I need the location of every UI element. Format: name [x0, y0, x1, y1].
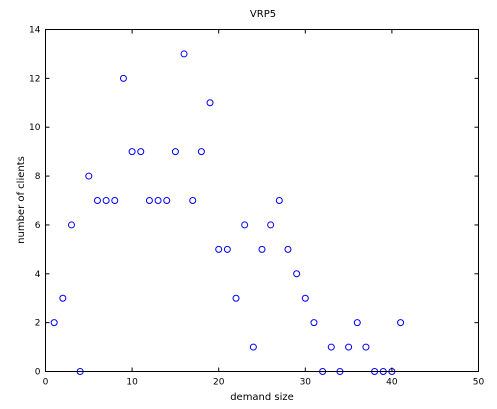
chart-title: VRP5	[250, 9, 276, 20]
x-tick-label: 50	[473, 378, 485, 388]
data-point	[267, 221, 275, 229]
data-point	[85, 172, 93, 180]
data-point	[111, 197, 119, 204]
data-point	[232, 294, 240, 302]
data-point	[50, 319, 58, 327]
x-tick-label: 0	[43, 378, 49, 388]
y-tick-label: 6	[35, 221, 41, 231]
data-point	[59, 294, 67, 302]
y-tick-label: 14	[29, 26, 41, 36]
data-point	[145, 197, 153, 204]
y-tick-label: 8	[35, 172, 41, 182]
data-point	[67, 221, 75, 229]
data-point	[102, 197, 110, 204]
data-point	[275, 197, 283, 204]
data-point	[241, 221, 249, 229]
data-point	[301, 294, 309, 302]
x-tick-label: 10	[126, 378, 138, 388]
y-tick-label: 2	[35, 319, 41, 329]
data-point	[353, 319, 361, 327]
x-axis-label: demand size	[230, 392, 294, 403]
data-point	[189, 197, 197, 204]
data-point	[310, 319, 318, 327]
data-point	[137, 148, 145, 156]
y-tick-label: 4	[35, 270, 41, 280]
data-point	[119, 74, 127, 82]
y-tick-label: 12	[29, 74, 40, 84]
data-point	[197, 148, 205, 156]
data-point	[345, 343, 353, 351]
plot-area	[50, 50, 405, 375]
x-tick-label: 20	[213, 378, 225, 388]
data-point	[180, 50, 188, 58]
data-point	[206, 99, 214, 107]
data-point	[293, 270, 301, 278]
data-point	[258, 245, 266, 253]
data-point	[154, 197, 162, 204]
data-point	[249, 343, 257, 351]
data-point	[128, 148, 136, 156]
data-point	[93, 197, 101, 204]
data-point	[163, 197, 171, 204]
axes-frame	[45, 29, 479, 372]
x-tick-label: 40	[386, 378, 398, 388]
x-tick-label: 30	[300, 378, 312, 388]
data-point	[215, 245, 223, 253]
data-point	[223, 245, 231, 253]
axis-ticks: 0 10 20 30 40 50 0 2 4 6 8 10 12 14	[29, 26, 484, 388]
data-point	[327, 343, 335, 351]
y-axis-label: number of clients	[16, 156, 27, 244]
data-point	[284, 245, 292, 253]
data-point	[397, 319, 405, 327]
y-tick-label: 0	[35, 368, 41, 378]
data-point	[362, 343, 370, 351]
y-tick-label: 10	[29, 123, 41, 133]
data-point	[171, 148, 179, 156]
